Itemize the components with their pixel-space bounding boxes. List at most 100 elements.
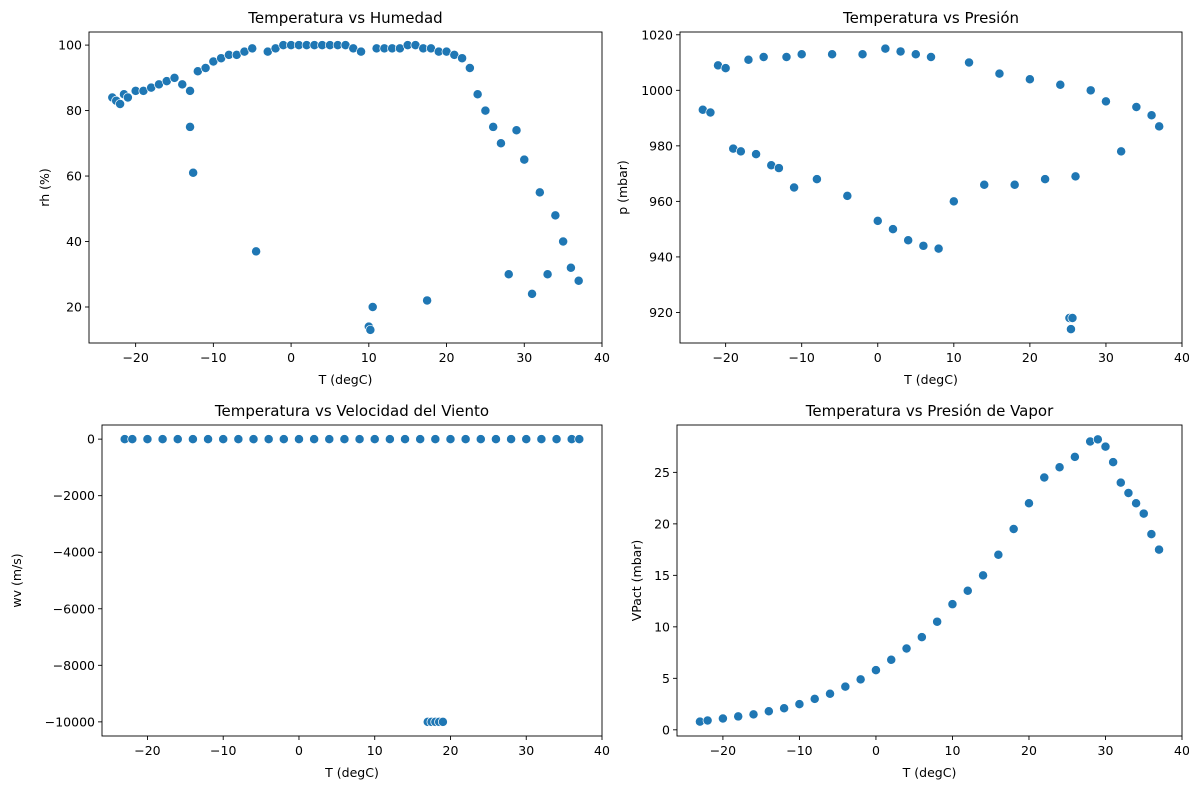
y-ticks: −10000 −8000 −6000 −4000 −2000 0	[45, 432, 102, 729]
data-point	[979, 179, 990, 190]
data-point	[573, 275, 584, 286]
scatter-points	[119, 434, 585, 727]
data-point	[789, 182, 800, 193]
x-tick-label: 40	[594, 743, 610, 758]
data-point	[811, 174, 822, 185]
data-point	[430, 434, 441, 445]
data-point	[1100, 441, 1111, 452]
x-tick-label: −10	[786, 743, 812, 758]
x-axis-label: T (degC)	[902, 765, 957, 780]
x-tick-label: 30	[516, 350, 532, 365]
data-point	[551, 434, 562, 445]
data-point	[895, 46, 906, 57]
data-point	[506, 434, 517, 445]
data-point	[916, 632, 927, 643]
data-point	[993, 549, 1004, 560]
plot-frame	[101, 424, 603, 737]
x-tick-label: 40	[594, 350, 610, 365]
x-axis-label: T (degC)	[324, 765, 379, 780]
data-point	[886, 654, 897, 665]
data-point	[527, 288, 537, 299]
data-point	[218, 434, 229, 445]
x-ticks: −20 −10 0 10 20 30 40	[710, 736, 1189, 758]
x-tick-label: −20	[710, 743, 736, 758]
panel-pressure: Temperatura vs Presión T (degC) p (mbar)…	[615, 9, 1189, 387]
data-point	[200, 63, 211, 73]
y-tick-label: 5	[662, 671, 670, 686]
data-point	[480, 105, 491, 116]
chart-title: Temperatura vs Presión de Vapor	[805, 402, 1054, 420]
data-point	[870, 665, 881, 676]
y-ticks: 20 40 60 80 100	[58, 38, 89, 314]
data-point	[1008, 524, 1019, 534]
data-point	[796, 49, 807, 60]
data-point	[457, 53, 468, 64]
x-tick-label: 20	[1021, 743, 1037, 758]
data-point	[169, 72, 180, 83]
x-tick-label: −20	[712, 350, 738, 365]
data-point	[1131, 498, 1142, 509]
data-point	[735, 146, 746, 157]
data-point	[964, 57, 974, 68]
x-ticks: −20 −10 0 10 20 30 40	[712, 343, 1189, 365]
data-point	[339, 434, 350, 445]
data-point	[367, 302, 378, 312]
data-point	[437, 716, 448, 727]
data-point	[127, 434, 138, 445]
data-point	[142, 434, 153, 445]
data-point	[947, 599, 958, 610]
data-point	[720, 63, 731, 74]
data-point	[550, 210, 561, 221]
data-point	[763, 706, 774, 717]
data-point	[1039, 472, 1050, 483]
data-point	[536, 434, 547, 445]
data-point	[122, 92, 133, 103]
panel-vapor-pressure: Temperatura vs Presión de Vapor T (degC)…	[629, 402, 1189, 780]
data-point	[177, 79, 188, 90]
data-point	[827, 49, 838, 60]
data-point	[203, 434, 214, 445]
data-point	[400, 434, 410, 445]
data-point	[855, 674, 866, 685]
data-point	[1154, 121, 1165, 132]
data-point	[157, 434, 168, 445]
x-tick-label: 30	[518, 743, 534, 758]
x-tick-label: 10	[946, 350, 962, 365]
panel-humidity: Temperatura vs Humedad T (degC) rh (%) −…	[37, 9, 610, 387]
data-point	[496, 138, 506, 149]
data-point	[857, 49, 868, 60]
data-point	[1024, 498, 1034, 509]
data-point	[309, 434, 320, 445]
data-point	[994, 68, 1005, 79]
x-tick-label: 30	[1098, 350, 1114, 365]
plot-frame	[88, 31, 603, 344]
data-point	[825, 688, 835, 699]
data-point	[840, 681, 851, 692]
y-tick-label: 100	[58, 38, 82, 53]
y-tick-label: 40	[66, 234, 82, 249]
data-point	[932, 616, 943, 627]
y-axis-label: VPact (mbar)	[629, 540, 644, 622]
x-tick-label: 30	[1098, 743, 1114, 758]
data-point	[415, 434, 426, 445]
y-tick-label: 940	[649, 249, 673, 264]
data-point	[188, 167, 199, 178]
data-point	[475, 434, 486, 445]
x-tick-label: 0	[295, 743, 303, 758]
y-tick-label: 0	[87, 432, 95, 447]
scatter-points	[695, 434, 1164, 727]
data-point	[278, 434, 289, 445]
x-tick-label: −10	[200, 350, 226, 365]
data-point	[842, 190, 853, 201]
data-point	[365, 324, 376, 335]
data-point	[948, 196, 959, 207]
data-point	[880, 43, 891, 54]
x-tick-label: −20	[122, 350, 148, 365]
y-tick-label: 920	[649, 305, 673, 320]
data-point	[248, 434, 259, 445]
y-tick-label: 20	[654, 516, 670, 531]
x-axis-label: T (degC)	[318, 372, 373, 387]
x-tick-label: 20	[439, 350, 455, 365]
y-tick-label: 80	[66, 103, 82, 118]
y-tick-label: −4000	[53, 545, 95, 560]
